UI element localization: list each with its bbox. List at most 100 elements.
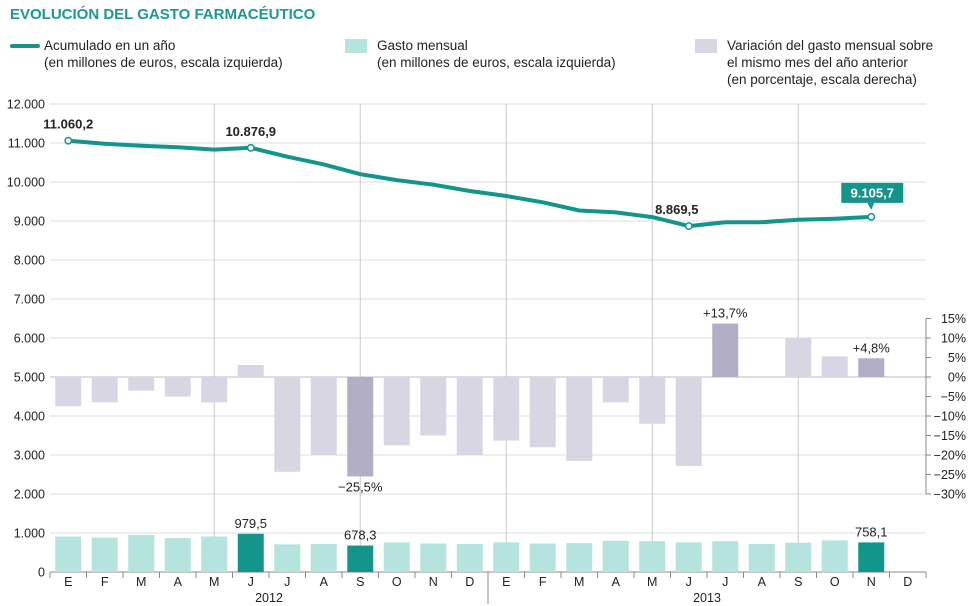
- legend-item-line: Acumulado en un año (en millones de euros…: [10, 38, 283, 70]
- right-tick-label: 15%: [941, 312, 966, 326]
- monthly-bar: [858, 542, 885, 572]
- line-marker: [246, 143, 255, 152]
- variation-bar: [420, 377, 447, 436]
- month-label: F: [101, 575, 109, 589]
- variation-bar: [128, 377, 155, 391]
- left-tick-label: 9.000: [14, 215, 45, 229]
- monthly-bar: [529, 543, 556, 572]
- legend-item-variation: Variación del gasto mensual sobre el mism…: [695, 38, 933, 87]
- variation-value-label: +4,8%: [853, 340, 891, 355]
- variation-bar: [383, 377, 410, 446]
- left-tick-label: 6.000: [14, 332, 45, 346]
- month-label: S: [794, 575, 802, 589]
- variation-bar: [858, 358, 885, 377]
- monthly-bar: [748, 543, 775, 572]
- left-tick-label: 7.000: [14, 293, 45, 307]
- variation-bar: [274, 377, 301, 472]
- legend-label: (en millones de euros, escala izquierda): [44, 55, 283, 70]
- line-marker: [684, 222, 693, 231]
- month-label: J: [248, 575, 254, 589]
- right-tick-label: 10%: [941, 332, 966, 346]
- right-tick-label: −20%: [934, 449, 966, 463]
- line-value-label: 10.876,9: [225, 124, 276, 139]
- month-label: J: [686, 575, 692, 589]
- month-label: A: [174, 575, 183, 589]
- left-tick-label: 4.000: [14, 410, 45, 424]
- callout-box: [841, 182, 904, 203]
- variation-bar: [164, 377, 191, 397]
- monthly-bar: [128, 534, 155, 572]
- left-tick-label: 12.000: [7, 98, 45, 112]
- monthly-bar: [602, 540, 629, 572]
- legend-label: el mismo mes del año anterior: [727, 55, 908, 70]
- year-label: 2012: [255, 591, 283, 605]
- variation-value-label: +13,7%: [703, 306, 748, 321]
- variation-bar: [347, 377, 374, 477]
- variation-bar: [310, 377, 337, 455]
- monthly-bar: [274, 544, 301, 572]
- month-label: M: [574, 575, 584, 589]
- month-label: E: [64, 575, 72, 589]
- variation-bar: [785, 338, 812, 377]
- month-label: A: [320, 575, 329, 589]
- monthly-bar: [383, 542, 410, 572]
- line-marker: [867, 212, 876, 221]
- month-label: E: [502, 575, 510, 589]
- legend-label: (en porcentaje, escala derecha): [727, 72, 917, 87]
- monthly-bar: [201, 536, 228, 572]
- monthly-bar: [237, 533, 264, 572]
- month-label: M: [209, 575, 219, 589]
- left-tick-label: 11.000: [8, 137, 45, 151]
- right-tick-label: −25%: [934, 468, 966, 482]
- accumulated-line: [64, 136, 876, 231]
- monthly-value-label: 979,5: [234, 516, 267, 531]
- variation-bar: [237, 364, 264, 377]
- right-axis: 15% 10% 5% 0% −5% −10% −15% −20% −25% −30%: [925, 312, 966, 502]
- monthly-bars: [55, 533, 885, 572]
- left-tick-label: 1.000: [14, 527, 45, 541]
- variation-bar: [712, 323, 739, 377]
- monthly-bar: [456, 543, 483, 572]
- variation-bar: [201, 377, 228, 403]
- monthly-bar: [566, 543, 593, 572]
- month-label: F: [539, 575, 547, 589]
- line-marker: [64, 136, 73, 145]
- monthly-bar: [164, 538, 191, 572]
- year-label: 2013: [693, 591, 721, 605]
- legend-swatch: [345, 39, 367, 53]
- right-tick-label: −15%: [934, 429, 966, 443]
- left-tick-label: 0: [38, 566, 45, 580]
- month-label: J: [722, 575, 728, 589]
- month-label: A: [758, 575, 767, 589]
- left-axis: 0 1.000 2.000 3.000 4.000 5.000 6.000 7.000 8.00…: [7, 98, 45, 580]
- right-tick-label: −30%: [934, 488, 966, 502]
- variation-bar: [639, 377, 666, 424]
- month-label: J: [284, 575, 290, 589]
- monthly-bar: [639, 541, 666, 572]
- variation-value-label: −25,5%: [338, 479, 383, 494]
- annotations: 11.060,2 10.876,9 8.869,5 9.105,7 979,5 678,3…: [43, 117, 904, 543]
- legend-label: Variación del gasto mensual sobre: [727, 38, 933, 53]
- monthly-bar: [420, 543, 447, 572]
- callout-label: 9.105,7: [851, 185, 894, 200]
- variation-bar: [55, 377, 82, 407]
- legend-label: (en millones de euros, escala izquierda): [377, 55, 616, 70]
- variation-bar: [91, 377, 118, 403]
- variation-bar: [456, 377, 483, 455]
- month-label: D: [903, 575, 912, 589]
- month-label: M: [136, 575, 146, 589]
- line-value-label: 8.869,5: [655, 202, 698, 217]
- variation-bar: [602, 377, 629, 403]
- legend-label: Gasto mensual: [377, 38, 468, 53]
- monthly-bar: [91, 537, 118, 572]
- variation-bars: [55, 323, 885, 477]
- monthly-bar: [493, 542, 520, 572]
- right-tick-label: 0%: [948, 371, 966, 385]
- legend-swatch: [695, 39, 717, 53]
- month-label: D: [465, 575, 474, 589]
- variation-bar: [493, 377, 520, 441]
- line-value-label: 11.060,2: [43, 117, 93, 132]
- monthly-bar: [712, 541, 739, 572]
- variation-bar: [821, 356, 848, 377]
